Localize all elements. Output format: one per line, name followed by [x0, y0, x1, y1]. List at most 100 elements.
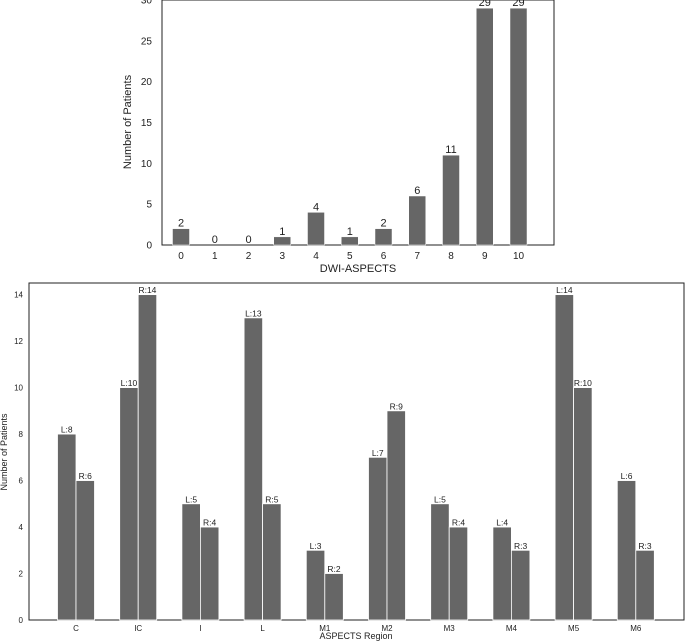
dwi-y-tick-10: 10 [141, 159, 153, 170]
bottom-y-ticks: 0 2 4 6 8 10 12 14 [14, 291, 23, 625]
dwi-y-tick-0: 0 [146, 241, 152, 252]
region-bar-label-m2-right: R:9 [390, 401, 404, 411]
dwi-x-tick-9: 9 [482, 251, 488, 262]
region-bar-label-i-left: L:5 [185, 494, 197, 504]
aspects-region-chart: L:8 R:6 L:10 R:14 L:5 R:4 L:13 R:5 L:3 R:2 L:7 R:9 L… [0, 282, 685, 641]
region-bar-ic-right [137, 294, 158, 621]
region-y-tick-4: 4 [19, 523, 24, 532]
dwi-bar-label-5: 1 [347, 226, 353, 238]
region-bar-m4-left [492, 526, 512, 621]
region-bar-m6-right [635, 549, 655, 621]
dwi-bar-0 [172, 228, 190, 246]
region-y-tick-0: 0 [19, 616, 24, 625]
region-x-tick-m3: M3 [444, 624, 456, 633]
dwi-bar-label-1: 0 [212, 234, 218, 246]
dwi-bar-label-9: 29 [479, 0, 491, 9]
region-bar-ic-left [119, 387, 139, 621]
region-bar-m6-left [616, 480, 637, 621]
dwi-y-tick-20: 20 [141, 77, 153, 88]
region-bar-c-left [57, 433, 77, 621]
region-bar-l-left [243, 317, 264, 621]
dwi-y-tick-15: 15 [141, 118, 153, 129]
dwi-x-tick-2: 2 [246, 251, 252, 262]
dwi-x-tick-0: 0 [178, 251, 184, 262]
bottom-y-axis-title: Number of Patients [0, 413, 9, 491]
region-bar-m5-right [573, 387, 593, 621]
region-bar-label-m6-right: R:3 [638, 541, 652, 551]
region-bar-label-ic-right: R:14 [138, 285, 156, 295]
bottom-plot-frame [28, 282, 685, 621]
region-bar-label-ic-left: L:10 [121, 378, 138, 388]
bottom-x-ticks: C IC I L M1 M2 M3 M4 M5 M6 [73, 624, 642, 633]
region-y-tick-6: 6 [19, 477, 24, 486]
region-x-tick-ic: IC [134, 624, 142, 633]
dwi-bar-label-10: 29 [512, 0, 524, 9]
region-bar-label-m5-right: R:10 [574, 378, 592, 388]
region-bar-m4-right [510, 549, 531, 621]
region-x-tick-i: I [199, 624, 201, 633]
top-bar-labels: 2 0 0 1 4 1 2 6 11 29 29 [178, 0, 525, 246]
dwi-bar-6 [374, 228, 393, 246]
dwi-bar-label-4: 4 [313, 201, 319, 213]
dwi-x-tick-7: 7 [414, 251, 420, 262]
region-bar-m2-right [386, 410, 406, 621]
top-x-axis-title: DWI-ASPECTS [320, 263, 396, 275]
region-bar-label-m2-left: L:7 [372, 448, 384, 458]
dwi-x-tick-1: 1 [212, 251, 218, 262]
region-bar-label-m1-left: L:3 [310, 541, 322, 551]
region-bar-label-l-left: L:13 [245, 308, 262, 318]
region-bar-label-i-right: R:4 [203, 518, 217, 528]
region-x-tick-m4: M4 [506, 624, 518, 633]
region-bar-label-c-left: L:8 [61, 425, 73, 435]
dwi-bar-label-2: 0 [245, 234, 251, 246]
dwi-x-tick-3: 3 [279, 251, 285, 262]
region-y-tick-2: 2 [19, 570, 24, 579]
dwi-bar-label-8: 11 [445, 144, 456, 156]
region-bar-label-m5-left: L:14 [556, 285, 573, 295]
region-bar-m3-right [448, 526, 469, 621]
region-bar-label-m3-left: L:5 [434, 494, 446, 504]
region-bar-l-right [262, 503, 282, 621]
dwi-bar-10 [509, 7, 528, 246]
dwi-bar-4 [307, 212, 325, 246]
dwi-bar-3 [273, 236, 291, 246]
region-bar-label-c-right: R:6 [79, 471, 93, 481]
region-y-tick-10: 10 [14, 384, 23, 393]
region-bar-m5-left [554, 294, 574, 621]
region-bar-label-m6-left: L:6 [621, 471, 633, 481]
bottom-x-axis-title: ASPECTS Region [319, 631, 392, 641]
region-x-tick-c: C [73, 624, 79, 633]
region-y-tick-12: 12 [14, 337, 23, 346]
dwi-x-tick-6: 6 [381, 251, 387, 262]
top-y-axis-title: Number of Patients [122, 74, 134, 169]
bottom-bar-labels: L:8 R:6 L:10 R:14 L:5 R:4 L:13 R:5 L:3 R:2 L:7 R:9 L… [61, 285, 652, 574]
top-y-ticks: 0 5 10 15 20 25 30 [141, 0, 153, 252]
dwi-y-tick-30: 30 [141, 0, 153, 7]
dwi-x-tick-10: 10 [513, 251, 525, 262]
dwi-x-tick-4: 4 [313, 251, 319, 262]
top-bars [172, 7, 528, 246]
region-bar-m1-right [324, 573, 344, 621]
region-bar-i-left [181, 503, 201, 621]
dwi-y-tick-5: 5 [146, 200, 152, 211]
region-x-tick-m6: M6 [630, 624, 642, 633]
dwi-bar-9 [476, 7, 494, 246]
region-bar-label-m4-right: R:3 [514, 541, 528, 551]
bottom-bars [57, 294, 655, 621]
dwi-x-tick-5: 5 [347, 251, 353, 262]
dwi-y-tick-25: 25 [141, 36, 153, 47]
region-x-tick-l: L [260, 624, 265, 633]
dwi-x-tick-8: 8 [448, 251, 454, 262]
region-bar-m1-left [305, 549, 326, 621]
region-x-tick-m5: M5 [568, 624, 580, 633]
region-bar-label-m1-right: R:2 [327, 564, 341, 574]
region-y-tick-8: 8 [19, 430, 24, 439]
region-bar-label-l-right: R:5 [265, 494, 279, 504]
dwi-bar-label-6: 2 [380, 218, 386, 230]
dwi-bar-5 [341, 236, 359, 246]
region-bar-i-right [199, 526, 220, 621]
region-bar-label-m4-left: L:4 [496, 518, 508, 528]
dwi-bar-label-7: 6 [414, 185, 420, 197]
